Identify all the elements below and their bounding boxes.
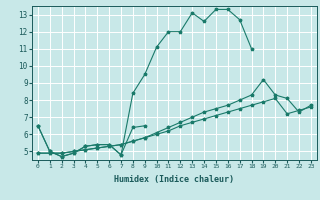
X-axis label: Humidex (Indice chaleur): Humidex (Indice chaleur)	[115, 175, 234, 184]
